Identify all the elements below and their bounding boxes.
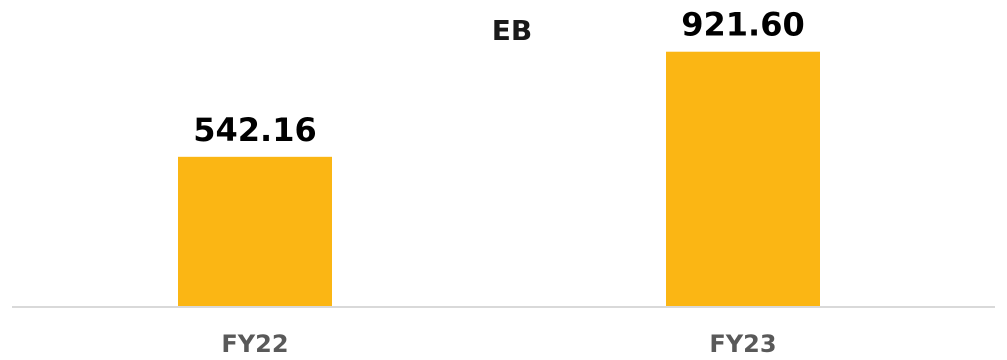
x-tick-label-fy23: FY23: [709, 330, 776, 358]
value-label-fy22: 542.16: [193, 111, 316, 149]
x-axis-ticks: FY22 FY23: [221, 330, 776, 358]
value-label-fy23: 921.60: [681, 6, 804, 44]
x-tick-label-fy22: FY22: [221, 330, 288, 358]
labels-layer: 542.16 921.60: [193, 6, 804, 149]
chart-title: EB: [492, 14, 532, 47]
bar-fy23: [666, 51, 820, 308]
bar-fy22: [178, 156, 332, 307]
bars-layer: [178, 51, 820, 308]
